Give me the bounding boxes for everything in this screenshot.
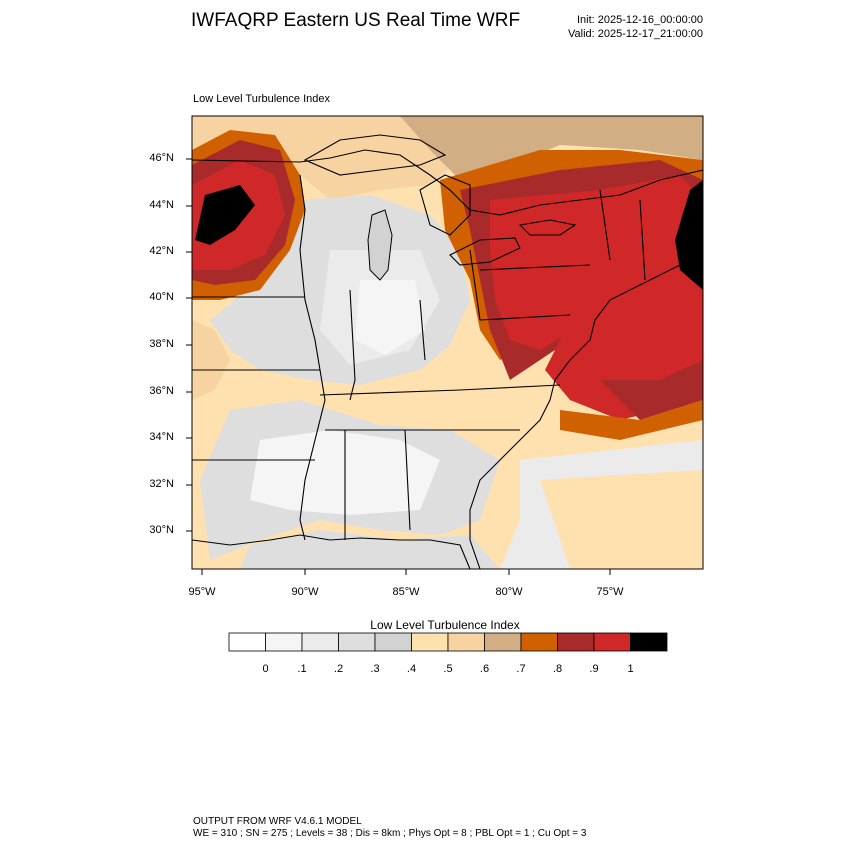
lat-label-30: 30°N bbox=[149, 524, 174, 536]
state-line-pa-ny bbox=[479, 264, 591, 271]
field-ocean-tan bbox=[540, 470, 703, 569]
lon-label-75: 75°W bbox=[596, 586, 624, 598]
colorbar-tick-label: .9 bbox=[589, 663, 599, 675]
colorbar-tick-label: .6 bbox=[479, 663, 490, 675]
state-line-ny-vt bbox=[599, 189, 611, 261]
state-line-pa-md bbox=[479, 314, 571, 321]
state-line-nh-me bbox=[639, 199, 646, 281]
lat-label-34: 34°N bbox=[149, 431, 174, 443]
colorbar-title: Low Level Turbulence Index bbox=[370, 618, 520, 632]
colorbar-tick-label: 0 bbox=[262, 663, 269, 675]
lon-label-90: 90°W bbox=[291, 586, 319, 598]
lat-label-40: 40°N bbox=[149, 291, 174, 303]
time-info: Init: 2025-12-16_00:00:00 Valid: 2025-12… bbox=[568, 13, 703, 41]
map-subtitle: Low Level Turbulence Index bbox=[193, 93, 330, 105]
field-sw-tan bbox=[192, 320, 230, 400]
state-line-oh-pa bbox=[469, 249, 481, 321]
colorbar-tick-label: .2 bbox=[333, 663, 344, 675]
footer-params: WE = 310 ; SN = 275 ; Levels = 38 ; Dis … bbox=[193, 828, 587, 839]
state-line-al-ga bbox=[404, 429, 411, 531]
state-line-in-oh bbox=[419, 299, 426, 361]
colorbar-tick-label: .7 bbox=[516, 663, 526, 675]
lon-label-95: 95°W bbox=[188, 586, 216, 598]
colorbar-tick-label: .1 bbox=[297, 663, 307, 675]
colorbar-tick-label: 1 bbox=[627, 663, 634, 675]
colorbar-swatch bbox=[301, 632, 339, 652]
colorbar-tick-label: .8 bbox=[552, 663, 563, 675]
colorbar bbox=[228, 632, 668, 652]
field-northeast-red bbox=[490, 175, 703, 350]
lon-ticks bbox=[201, 569, 611, 575]
colorbar-swatch bbox=[265, 632, 303, 652]
map-field bbox=[192, 116, 703, 569]
colorbar-swatch bbox=[520, 632, 558, 652]
main-title: IWFAQRP Eastern US Real Time WRF bbox=[191, 10, 521, 31]
footer-model: OUTPUT FROM WRF V4.6.1 MODEL bbox=[193, 816, 362, 827]
colorbar-swatch bbox=[447, 632, 485, 652]
colorbar-swatch bbox=[557, 632, 595, 652]
lake-huron bbox=[419, 174, 471, 236]
colorbar-tick-label: .4 bbox=[406, 663, 417, 675]
field-mn-black bbox=[195, 185, 255, 245]
colorbar-swatch bbox=[228, 632, 266, 652]
field-offshore-orange bbox=[560, 400, 703, 440]
lat-label-44: 44°N bbox=[149, 199, 174, 211]
state-line-tn-ky bbox=[319, 384, 561, 396]
colorbar-swatch bbox=[411, 632, 449, 652]
map-frame bbox=[191, 115, 704, 570]
field-ne-black bbox=[675, 180, 703, 290]
lat-label-38: 38°N bbox=[149, 338, 174, 350]
init-time: Init: 2025-12-16_00:00:00 bbox=[577, 14, 703, 26]
map-borders bbox=[192, 134, 703, 569]
coast-atlantic bbox=[469, 244, 703, 569]
lat-label-42: 42°N bbox=[149, 245, 174, 257]
colorbar-tick-label: .3 bbox=[370, 663, 380, 675]
colorbar-tick-label: .5 bbox=[443, 663, 453, 675]
colorbar-swatch bbox=[338, 632, 376, 652]
colorbar-swatch bbox=[484, 632, 522, 652]
field-offshore-darkred bbox=[600, 360, 703, 420]
lat-ticks bbox=[186, 158, 192, 532]
lon-label-85: 85°W bbox=[392, 586, 420, 598]
lake-michigan bbox=[367, 209, 393, 281]
field-indiana-white bbox=[355, 280, 425, 355]
border-canada bbox=[192, 149, 703, 216]
colorbar-swatch bbox=[630, 632, 668, 652]
lon-label-80: 80°W bbox=[495, 586, 523, 598]
lat-label-46: 46°N bbox=[149, 152, 174, 164]
colorbar-swatch bbox=[593, 632, 631, 652]
lake-erie bbox=[449, 237, 521, 266]
footer: OUTPUT FROM WRF V4.6.1 MODEL WE = 310 ; … bbox=[193, 816, 586, 840]
lake-ontario bbox=[518, 219, 577, 236]
lat-label-32: 32°N bbox=[149, 478, 174, 490]
colorbar-swatch bbox=[374, 632, 412, 652]
valid-time: Valid: 2025-12-17_21:00:00 bbox=[568, 28, 703, 40]
field-lakes-tan bbox=[400, 116, 703, 180]
lat-label-36: 36°N bbox=[149, 385, 174, 397]
lake-superior bbox=[303, 134, 447, 176]
